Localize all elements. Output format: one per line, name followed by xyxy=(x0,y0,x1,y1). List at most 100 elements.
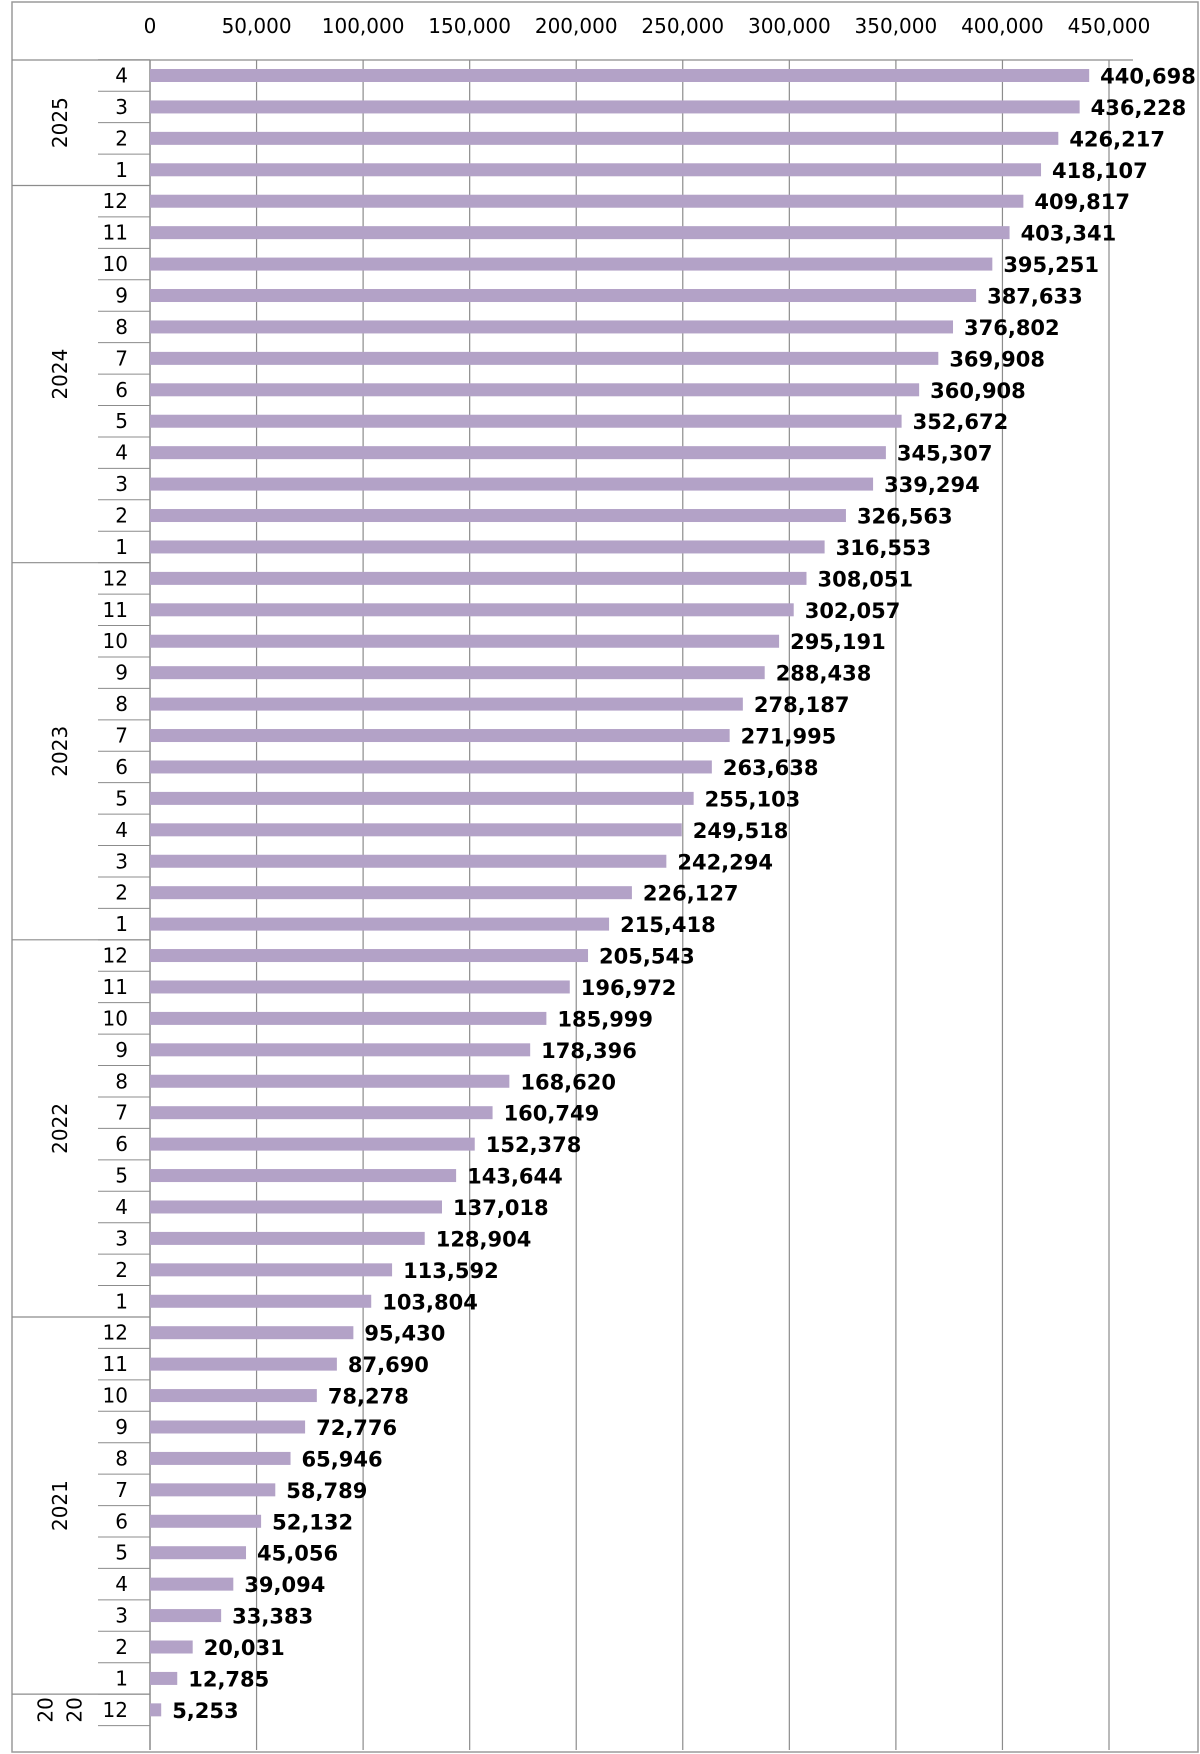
data-label: 339,294 xyxy=(884,473,980,497)
bar xyxy=(150,226,1010,240)
bar xyxy=(150,351,939,365)
bar xyxy=(150,1671,178,1685)
bar xyxy=(150,289,977,303)
data-label: 316,553 xyxy=(836,536,932,560)
bar xyxy=(150,1231,425,1245)
month-label: 2 xyxy=(115,1258,128,1282)
year-label: 2023 xyxy=(48,726,72,777)
bar xyxy=(150,320,954,334)
data-label: 95,430 xyxy=(364,1322,445,1346)
bar xyxy=(150,509,846,523)
bar xyxy=(150,980,570,994)
data-label: 360,908 xyxy=(930,379,1026,403)
year-label: 2025 xyxy=(48,97,72,148)
bar xyxy=(150,1137,475,1151)
data-label: 45,056 xyxy=(257,1542,338,1566)
x-tick-label: 200,000 xyxy=(535,14,618,38)
month-label: 5 xyxy=(115,1164,128,1188)
bar xyxy=(150,1514,262,1528)
month-label: 10 xyxy=(103,1006,128,1030)
data-label: 263,638 xyxy=(723,756,819,780)
month-label: 10 xyxy=(103,1384,128,1408)
bar xyxy=(150,1263,393,1277)
month-label: 7 xyxy=(115,346,128,370)
month-label: 3 xyxy=(115,1604,128,1628)
bar xyxy=(150,446,886,460)
bar xyxy=(150,886,632,900)
year-label: 20 xyxy=(34,1697,58,1722)
month-label: 2 xyxy=(115,1635,128,1659)
data-label: 249,518 xyxy=(693,819,789,843)
data-label: 226,127 xyxy=(643,882,739,906)
data-label: 376,802 xyxy=(964,316,1060,340)
data-label: 345,307 xyxy=(897,442,993,466)
bar xyxy=(150,791,694,805)
data-label: 52,132 xyxy=(272,1510,353,1534)
bar xyxy=(150,257,993,271)
month-label: 4 xyxy=(115,818,128,842)
data-label: 185,999 xyxy=(557,1007,653,1031)
bar xyxy=(150,1451,291,1465)
month-label: 4 xyxy=(115,64,128,88)
data-label: 20,031 xyxy=(204,1636,285,1660)
month-label: 4 xyxy=(115,441,128,465)
bar xyxy=(150,1043,531,1057)
data-label: 436,228 xyxy=(1091,96,1187,120)
bar xyxy=(150,1357,337,1371)
bar xyxy=(150,194,1024,208)
bar xyxy=(150,760,712,774)
x-axis: 0 50,000 100,000 150,000 200,000 250,000 300,0… xyxy=(12,14,1151,61)
data-label: 395,251 xyxy=(1003,253,1099,277)
bar xyxy=(150,69,1090,82)
data-label: 426,217 xyxy=(1069,127,1165,151)
bar xyxy=(150,697,743,711)
month-label: 4 xyxy=(115,1195,128,1219)
data-label: 196,972 xyxy=(581,976,677,1000)
bar xyxy=(150,163,1042,177)
month-label: 6 xyxy=(115,1132,128,1156)
data-label: 143,644 xyxy=(467,1165,563,1189)
month-label: 7 xyxy=(115,724,128,748)
bar xyxy=(150,540,825,554)
month-label: 3 xyxy=(115,95,128,119)
bar xyxy=(150,1703,162,1717)
month-label: 9 xyxy=(115,1415,128,1439)
month-label: 2 xyxy=(115,881,128,905)
bar xyxy=(150,854,667,868)
data-label: 103,804 xyxy=(382,1290,478,1314)
month-label: 11 xyxy=(103,221,128,245)
data-label: 113,592 xyxy=(403,1259,499,1283)
x-tick-label: 300,000 xyxy=(748,14,831,38)
year-label: 2022 xyxy=(48,1103,72,1154)
data-label: 58,789 xyxy=(286,1479,367,1503)
data-label: 326,563 xyxy=(857,505,953,529)
data-label: 271,995 xyxy=(741,725,837,749)
month-label: 3 xyxy=(115,849,128,873)
data-label: 440,698 xyxy=(1100,65,1196,89)
x-tick-label: 450,000 xyxy=(1068,14,1151,38)
x-tick-label: 0 xyxy=(144,14,157,38)
bar xyxy=(150,1640,193,1654)
month-label: 8 xyxy=(115,1446,128,1470)
data-label: 308,051 xyxy=(817,567,913,591)
bar xyxy=(150,1577,234,1591)
bar xyxy=(150,823,682,837)
month-label: 1 xyxy=(115,1666,128,1690)
year-label: 2021 xyxy=(48,1480,72,1531)
bar xyxy=(150,1326,354,1340)
data-label: 137,018 xyxy=(453,1196,549,1220)
month-label: 12 xyxy=(103,189,128,213)
bar xyxy=(150,729,730,743)
x-tick-label: 350,000 xyxy=(855,14,938,38)
x-tick-label: 250,000 xyxy=(641,14,724,38)
category-axis: 4321202512111098765432120241211109876543… xyxy=(12,59,151,1750)
bars xyxy=(150,69,1090,1717)
month-label: 1 xyxy=(115,912,128,936)
month-label: 12 xyxy=(103,566,128,590)
month-label: 4 xyxy=(115,1572,128,1596)
month-label: 5 xyxy=(115,409,128,433)
bar xyxy=(150,1106,493,1120)
bar xyxy=(150,571,807,585)
month-label: 6 xyxy=(115,378,128,402)
month-label: 8 xyxy=(115,315,128,339)
